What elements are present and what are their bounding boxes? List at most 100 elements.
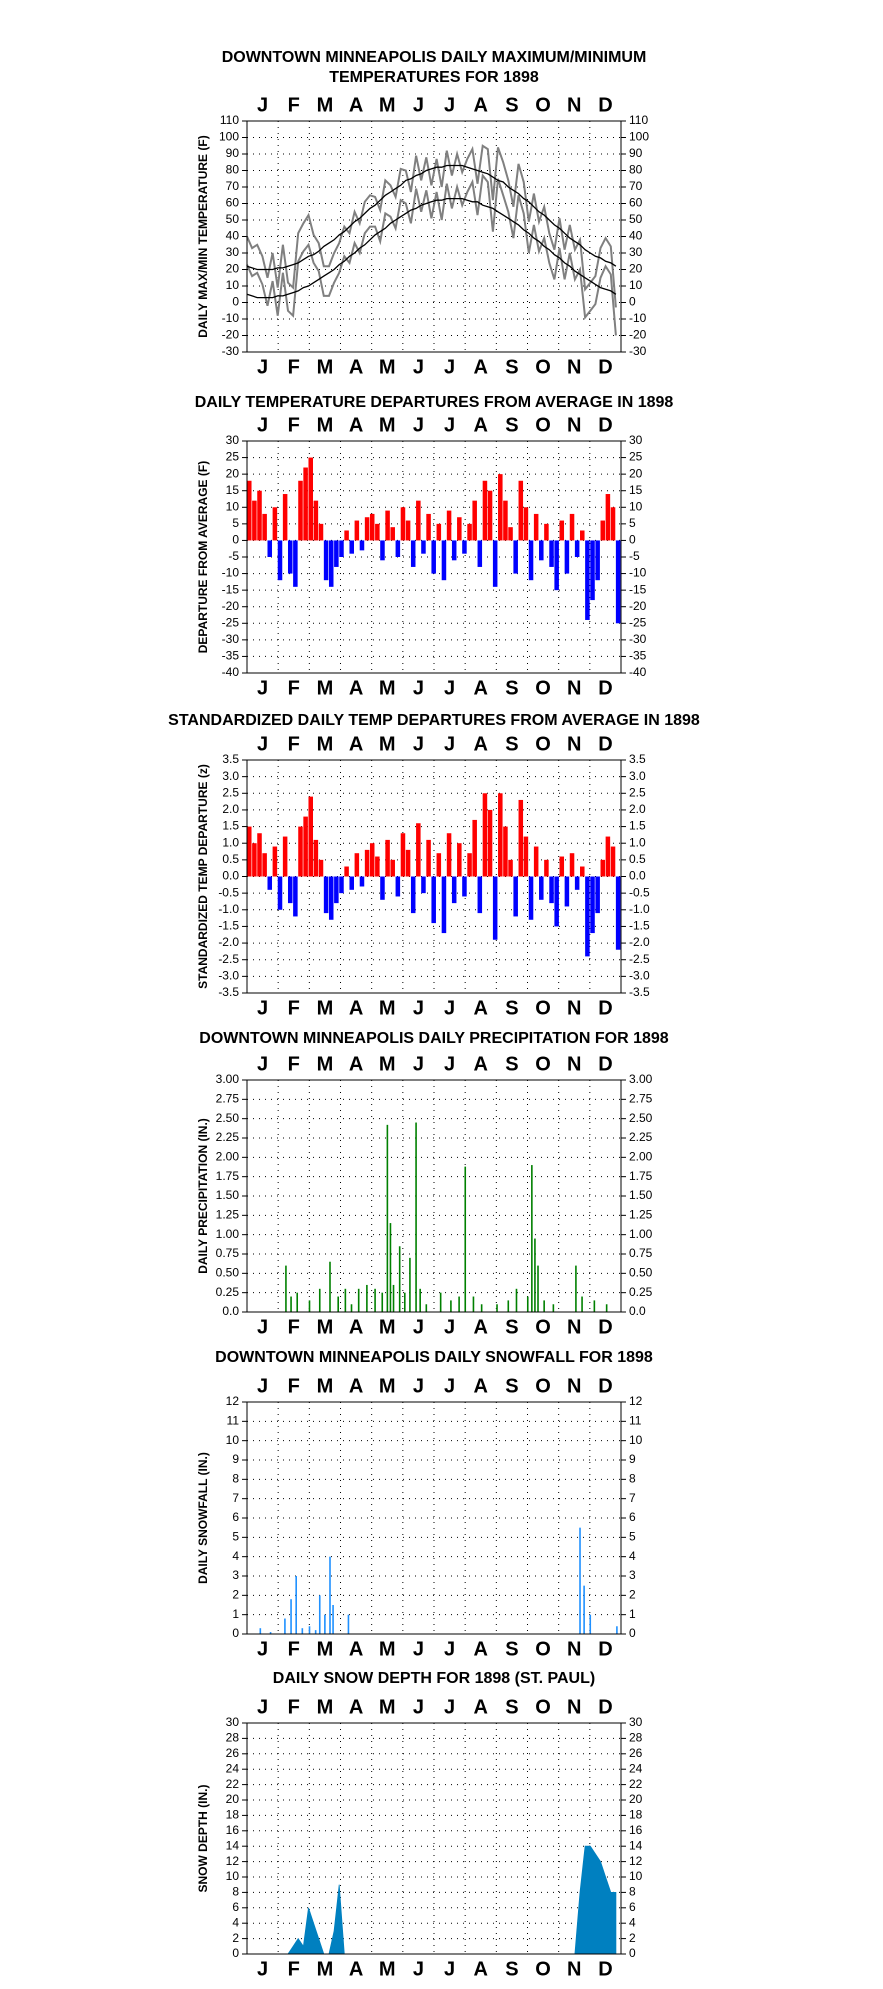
departure-bar [400,507,406,541]
x-tick-label-top: A [474,1696,488,1718]
y-tick-label-right: 3.0 [629,769,646,783]
x-tick-label: M [379,997,396,1019]
y-tick-label: 2 [232,1931,239,1945]
daily-bar [296,1292,299,1312]
departure-bar [328,540,334,587]
departure-bar [328,876,334,920]
daily-bar [589,1614,592,1634]
temperature-line [246,164,617,271]
x-tick-label-top: D [598,1053,612,1075]
x-tick-label: J [257,1958,268,1980]
departure-bar [528,540,534,581]
x-tick-label: D [598,1316,612,1338]
x-tick-label: J [257,1638,268,1660]
y-tick-label-right: 20 [629,466,643,480]
x-tick-label: J [444,1316,455,1338]
y-tick-label: 12 [226,1854,240,1868]
departure-bar [523,507,529,541]
daily-bar [366,1284,368,1312]
daily-bar [450,1300,452,1312]
x-tick-label: J [413,1316,424,1338]
y-tick-label: -15 [222,582,240,596]
x-tick-label-top: J [413,1375,424,1397]
departure-bar [498,793,503,877]
x-tick-label-top: M [379,414,396,436]
y-tick-label: 30 [226,1715,240,1729]
departure-bar [457,843,462,877]
departure-bar [610,507,616,541]
daily-bar [290,1599,292,1634]
y-tick-label-right: 90 [629,146,643,160]
y-tick-label-right: 100 [629,130,649,144]
y-tick-label-right: -20 [629,328,647,342]
x-tick-label: J [413,356,424,378]
chart-title: DAILY TEMPERATURE DEPARTURES FROM AVERAG… [195,394,674,411]
departure-bar [410,876,416,914]
departure-bar [298,480,303,541]
y-tick-label-right: 2.50 [629,1111,653,1125]
y-tick-label-right: 20 [629,1792,643,1806]
x-tick-label-top: O [535,94,551,116]
x-tick-label-top: D [598,414,612,436]
departure-bar [334,540,339,567]
departure-bar [247,826,252,877]
x-tick-label-top: M [379,1696,396,1718]
daily-bar [259,1628,262,1634]
departure-bar [518,799,524,877]
y-tick-label-right: 1.50 [629,1188,653,1202]
x-tick-label-top: J [413,1053,424,1075]
departure-bar [395,876,401,897]
chart-panel: DOWNTOWN MINNEAPOLIS DAILY MAXIMUM/MINIM… [196,49,649,378]
y-tick-label: -5 [228,549,239,563]
y-tick-label-right: 7 [629,1491,636,1505]
departure-bar [574,540,580,557]
x-tick-label: O [535,677,551,699]
chart-title: DOWNTOWN MINNEAPOLIS DAILY SNOWFALL FOR … [215,1349,653,1366]
departure-bar [344,530,349,541]
departure-bar [513,540,518,574]
departure-bar [462,876,467,897]
y-tick-label-right: 5 [629,516,636,530]
x-tick-label: S [505,356,518,378]
departure-bar [303,467,308,541]
y-tick-label: 20 [226,262,240,276]
y-tick-label-right: 0 [629,1626,636,1640]
y-tick-label: 90 [226,146,240,160]
y-tick-label: -2.5 [218,952,239,966]
chart-title: DOWNTOWN MINNEAPOLIS DAILY PRECIPITATION… [199,1030,668,1047]
daily-bar [269,1632,272,1634]
y-tick-label: 100 [219,130,239,144]
y-tick-label-right: 70 [629,179,643,193]
y-tick-label-right: 1.75 [629,1169,653,1183]
x-tick-label: F [288,1638,300,1660]
departure-bar [492,876,498,940]
y-tick-label-right: 1.5 [629,819,646,833]
y-tick-label: 14 [226,1838,240,1852]
y-tick-label-right: 6 [629,1510,636,1524]
daily-bar [419,1288,421,1312]
departure-bar [257,490,262,541]
x-tick-label: A [474,1958,488,1980]
departure-bar [544,523,549,541]
y-tick-label-right: -10 [629,311,647,325]
x-tick-label: J [444,356,455,378]
x-tick-label: O [535,1958,551,1980]
departure-bar [416,500,421,541]
daily-bar [526,1296,529,1312]
plot-frame [246,759,622,994]
departure-bar [605,494,611,541]
y-tick-label-right: 12 [629,1854,643,1868]
departure-bar [354,520,360,541]
departure-bar [247,480,252,541]
departure-bar [308,457,314,541]
x-tick-label: A [349,356,363,378]
departure-bar [287,876,293,904]
daily-bar [496,1304,498,1312]
departure-bar [431,540,436,574]
departure-bar [354,853,360,877]
x-tick-label-top: S [505,1053,518,1075]
departure-bar [503,500,508,541]
y-tick-label: 2.0 [222,802,239,816]
departure-bar [385,510,390,541]
daily-bar [579,1527,581,1634]
